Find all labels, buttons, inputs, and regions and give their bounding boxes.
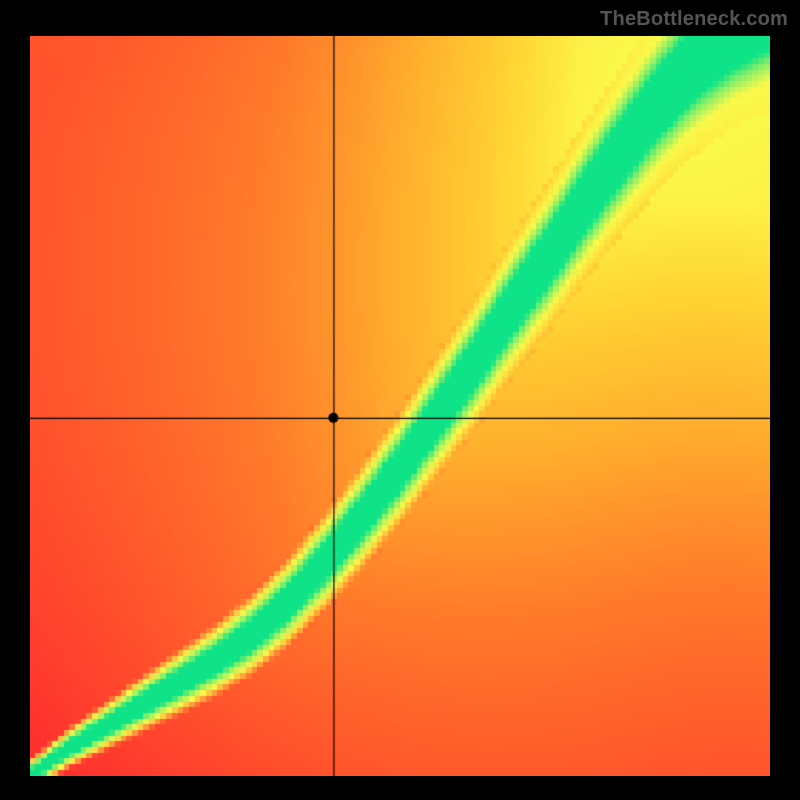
plot-area — [30, 36, 770, 776]
chart-container: TheBottleneck.com — [0, 0, 800, 800]
heatmap-canvas — [30, 36, 770, 776]
watermark-text: TheBottleneck.com — [600, 8, 788, 31]
